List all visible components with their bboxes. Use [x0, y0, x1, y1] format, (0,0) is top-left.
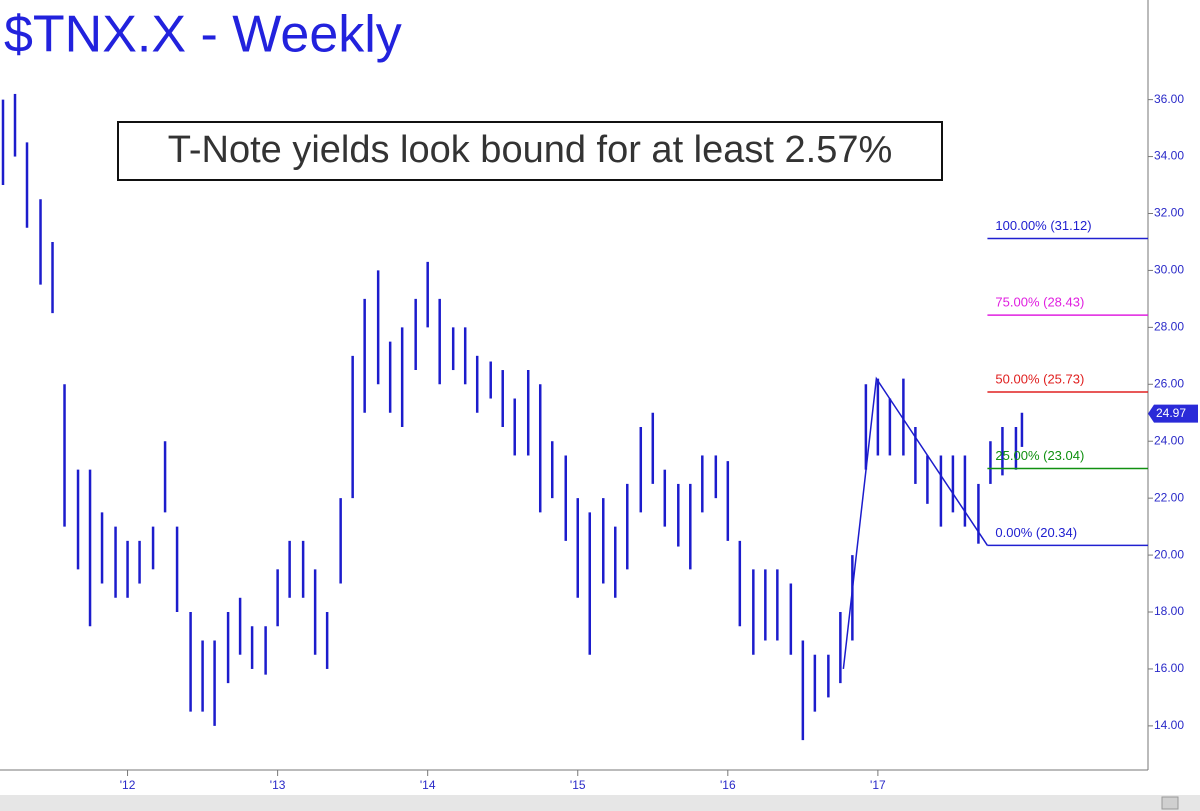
y-tick-label: 14.00 [1154, 718, 1184, 732]
annotation-box [117, 121, 943, 181]
x-tick-label: '12 [120, 778, 136, 792]
y-tick-label: 32.00 [1154, 206, 1184, 220]
x-tick-label: '16 [720, 778, 736, 792]
y-tick-label: 22.00 [1154, 490, 1184, 504]
last-price-marker [1148, 404, 1198, 423]
x-tick-label: '13 [270, 778, 286, 792]
x-tick-label: '17 [870, 778, 886, 792]
y-tick-label: 28.00 [1154, 320, 1184, 334]
fib-label: 100.00% (31.12) [995, 218, 1091, 233]
x-tick-label: '14 [420, 778, 436, 792]
y-tick-label: 24.00 [1154, 433, 1184, 447]
fib-label: 50.00% (25.73) [995, 371, 1084, 386]
scrollbar[interactable] [0, 795, 1200, 811]
y-tick-label: 16.00 [1154, 661, 1184, 675]
last-price-label: 24.97 [1156, 406, 1186, 420]
annotation: T-Note yields look bound for at least 2.… [168, 129, 893, 171]
x-tick-label: '15 [570, 778, 586, 792]
trendline [842, 376, 989, 670]
y-tick-label: 26.00 [1154, 376, 1184, 390]
scroll-button[interactable] [1161, 796, 1179, 810]
fib-label: 0.00% (20.34) [995, 525, 1077, 540]
y-tick-label: 34.00 [1154, 149, 1184, 163]
y-tick-label: 20.00 [1154, 547, 1184, 561]
fib-label: 25.00% (23.04) [995, 448, 1084, 463]
fib-label: 75.00% (28.43) [995, 295, 1084, 310]
y-tick-label: 30.00 [1154, 263, 1184, 277]
y-tick-label: 18.00 [1154, 604, 1184, 618]
y-tick-label: 36.00 [1154, 92, 1184, 106]
chart-title: $TNX.X - Weekly [4, 6, 402, 64]
